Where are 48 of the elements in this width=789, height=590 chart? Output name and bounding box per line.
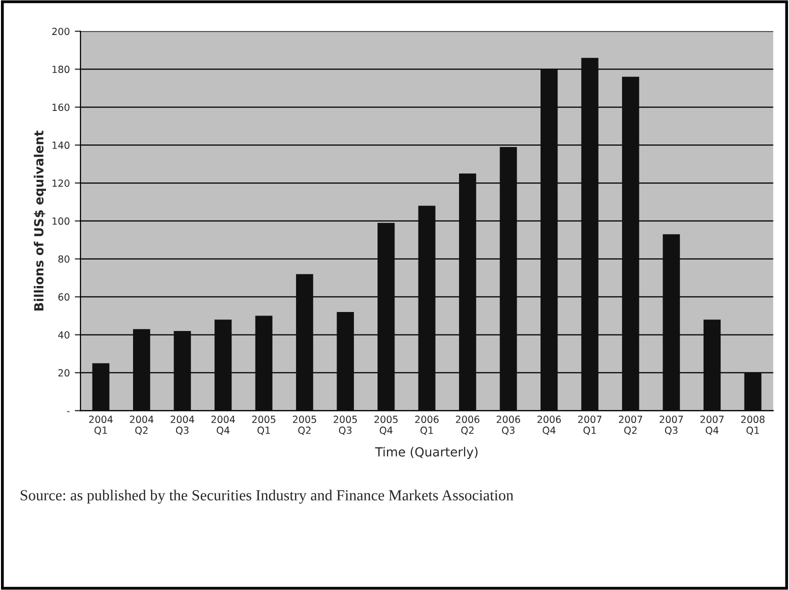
y-tick-label: 200 [52,28,70,36]
x-tick-label: 2004 Q4 [211,416,235,436]
x-tick-label: 2004 Q2 [130,416,154,436]
bar [214,320,232,411]
x-tick-label: 2007 Q2 [618,416,642,436]
x-axis-title: Time (Quarterly) [375,446,478,460]
bar [622,76,640,411]
bar [540,69,558,411]
bar [133,329,150,411]
y-tick-label: 180 [52,66,70,74]
x-tick-label: 2005 Q1 [252,416,276,436]
x-tick-label: 2008 Q1 [741,416,765,436]
bar [336,312,354,411]
x-tick-label: 2007 Q1 [578,416,602,436]
y-tick-label: - [67,411,70,412]
y-tick-label: 140 [52,142,70,149]
source-note: Source: as published by the Securities Industry and Finance Markets Association [20,490,514,504]
bar [255,316,272,411]
bar [174,330,191,411]
bar [744,372,762,411]
x-tick-label: 2006 Q1 [415,416,439,436]
x-tick-label: 2005 Q4 [374,416,398,436]
bar [704,320,721,411]
y-tick-label: 20 [58,369,70,377]
bar [581,58,598,411]
x-tick-label: 2005 Q2 [292,416,316,436]
x-tick-label: 2006 Q2 [456,416,480,436]
y-tick-label: 160 [52,104,70,111]
bar [418,206,436,411]
x-tick-label: 2006 Q3 [496,416,520,436]
x-tick-label: 2004 Q1 [89,416,113,436]
bar [459,174,476,411]
x-tick-label: 2007 Q4 [700,416,724,436]
bar [500,146,517,411]
bar [296,274,314,411]
y-tick-label: 60 [58,293,70,301]
y-tick-label: 120 [52,179,70,187]
bar [378,222,395,411]
y-tick-label: 100 [52,217,70,225]
x-tick-label: 2007 Q3 [660,416,683,436]
x-tick-label: 2005 Q3 [334,416,357,436]
y-tick-label: 80 [58,255,70,263]
y-axis-title: Billions of US$ equivalent [34,130,46,310]
y-tick-label: 40 [58,331,70,339]
bar [662,234,680,411]
x-tick-label: 2004 Q3 [170,416,194,436]
x-tick-label: 2006 Q4 [537,416,561,436]
bar [92,363,110,411]
